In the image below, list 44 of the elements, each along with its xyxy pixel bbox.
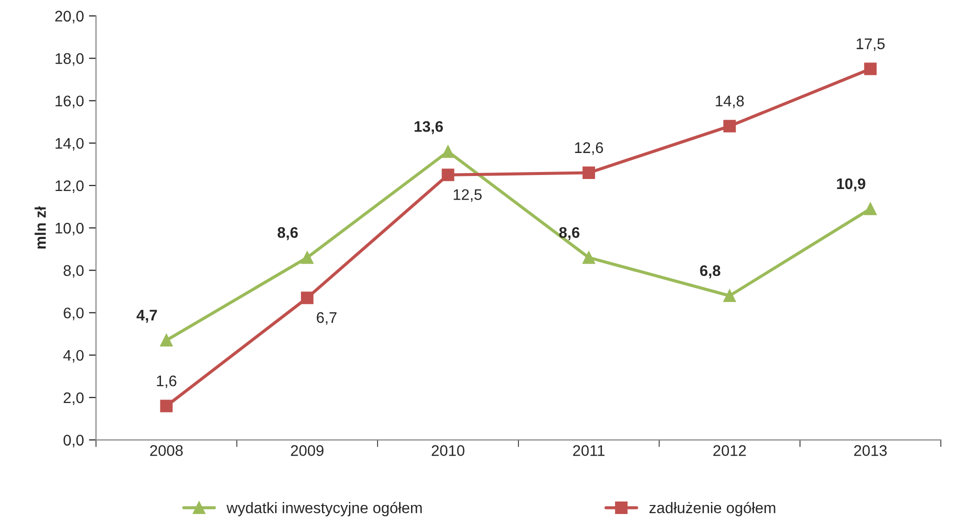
data-label: 1,6 bbox=[156, 375, 176, 388]
point bbox=[300, 251, 314, 264]
y-tick-label: 12,0 bbox=[56, 180, 84, 193]
point bbox=[723, 289, 736, 302]
data-label: 14,8 bbox=[716, 96, 744, 108]
legend-label: zadłużenie ogółem bbox=[649, 502, 776, 516]
y-tick-label: 16,0 bbox=[56, 96, 84, 108]
data-label: 6,7 bbox=[316, 312, 336, 325]
x-tick-label: 2013 bbox=[854, 445, 887, 456]
point bbox=[160, 400, 173, 412]
y-tick-label: 14,0 bbox=[56, 138, 84, 151]
y-axis-title: mln zł bbox=[34, 206, 46, 249]
point bbox=[864, 202, 877, 216]
data-label: 10,9 bbox=[837, 178, 866, 192]
legend-label: wydatki inwestycyjne ogółem bbox=[226, 502, 422, 516]
y-tick-label: 18,0 bbox=[56, 53, 84, 66]
point bbox=[582, 251, 596, 264]
y-tick-label: 2,0 bbox=[64, 392, 84, 405]
data-label: 17,5 bbox=[856, 38, 885, 52]
point bbox=[582, 166, 596, 180]
y-tick-label: 8,0 bbox=[64, 265, 84, 278]
y-tick-label: 20,0 bbox=[55, 10, 84, 24]
point bbox=[300, 292, 314, 304]
x-tick-label: 2008 bbox=[150, 445, 183, 456]
y-tick-label: 0,0 bbox=[64, 434, 84, 448]
point bbox=[723, 120, 736, 132]
data-label: 12,6 bbox=[575, 142, 603, 155]
point bbox=[864, 62, 877, 76]
data-label: 13,6 bbox=[414, 121, 443, 134]
data-label: 8,6 bbox=[559, 227, 580, 240]
point bbox=[160, 334, 173, 347]
y-tick-label: 10,0 bbox=[56, 222, 84, 236]
data-label: 12,5 bbox=[454, 189, 482, 202]
x-tick-label: 2012 bbox=[713, 445, 746, 456]
x-tick-label: 2009 bbox=[290, 445, 324, 456]
point bbox=[442, 145, 454, 158]
y-tick-label: 4,0 bbox=[63, 350, 84, 363]
data-label: 4,7 bbox=[136, 310, 157, 323]
point bbox=[442, 168, 454, 182]
data-label: 6,8 bbox=[700, 265, 720, 278]
y-tick-label: 6,0 bbox=[64, 308, 84, 320]
x-tick-label: 2010 bbox=[432, 445, 464, 456]
data-label: 8,6 bbox=[278, 227, 298, 240]
x-tick-label: 2011 bbox=[573, 445, 604, 456]
